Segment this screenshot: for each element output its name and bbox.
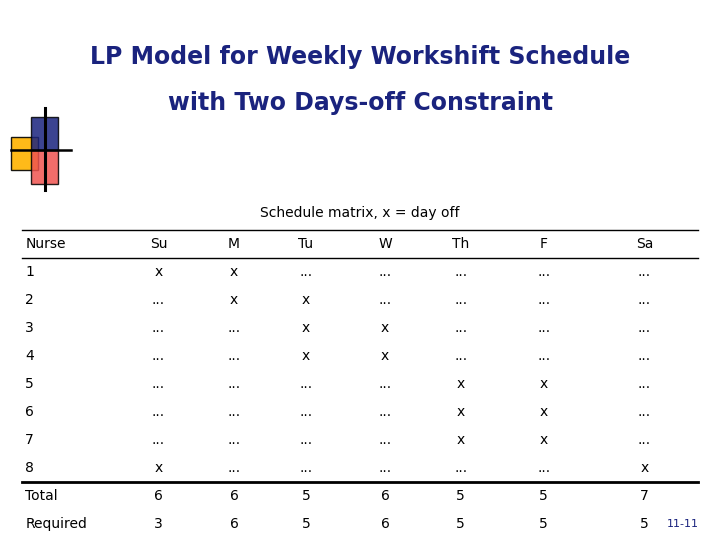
Text: ...: ... bbox=[454, 461, 467, 475]
Text: ...: ... bbox=[152, 293, 165, 307]
Text: ...: ... bbox=[454, 293, 467, 307]
Text: 6: 6 bbox=[25, 405, 34, 419]
Text: ...: ... bbox=[152, 405, 165, 419]
Text: x: x bbox=[456, 433, 465, 447]
Text: ...: ... bbox=[228, 321, 240, 335]
Text: ...: ... bbox=[300, 265, 312, 279]
Text: ...: ... bbox=[228, 433, 240, 447]
Text: ...: ... bbox=[638, 265, 651, 279]
Text: 5: 5 bbox=[302, 489, 310, 503]
Text: 5: 5 bbox=[456, 517, 465, 531]
Text: ...: ... bbox=[454, 349, 467, 363]
Text: ...: ... bbox=[379, 293, 392, 307]
Text: x: x bbox=[539, 377, 548, 391]
Text: ...: ... bbox=[537, 265, 550, 279]
Text: x: x bbox=[539, 433, 548, 447]
Text: ...: ... bbox=[300, 377, 312, 391]
Text: ...: ... bbox=[454, 265, 467, 279]
Text: Schedule matrix, x = day off: Schedule matrix, x = day off bbox=[260, 206, 460, 220]
Text: x: x bbox=[302, 349, 310, 363]
Text: 6: 6 bbox=[230, 489, 238, 503]
Text: 3: 3 bbox=[25, 321, 34, 335]
Text: ...: ... bbox=[454, 321, 467, 335]
Text: ...: ... bbox=[152, 349, 165, 363]
Text: x: x bbox=[154, 461, 163, 475]
Text: ...: ... bbox=[152, 321, 165, 335]
Text: ...: ... bbox=[537, 349, 550, 363]
Text: Tu: Tu bbox=[298, 237, 314, 251]
FancyBboxPatch shape bbox=[31, 117, 58, 150]
Text: ...: ... bbox=[379, 265, 392, 279]
Text: x: x bbox=[640, 461, 649, 475]
Text: M: M bbox=[228, 237, 240, 251]
Text: ...: ... bbox=[379, 433, 392, 447]
Text: 6: 6 bbox=[381, 517, 390, 531]
Text: 7: 7 bbox=[640, 489, 649, 503]
Text: Required: Required bbox=[25, 517, 87, 531]
Text: ...: ... bbox=[300, 405, 312, 419]
Text: 8: 8 bbox=[25, 461, 34, 475]
Text: Sa: Sa bbox=[636, 237, 653, 251]
Text: 3: 3 bbox=[154, 517, 163, 531]
Text: Nurse: Nurse bbox=[25, 237, 66, 251]
Text: ...: ... bbox=[152, 377, 165, 391]
Text: LP Model for Weekly Workshift Schedule: LP Model for Weekly Workshift Schedule bbox=[90, 45, 630, 69]
Text: ...: ... bbox=[638, 349, 651, 363]
Text: ...: ... bbox=[228, 377, 240, 391]
Text: Total: Total bbox=[25, 489, 58, 503]
Text: Su: Su bbox=[150, 237, 167, 251]
Text: ...: ... bbox=[300, 433, 312, 447]
Text: ...: ... bbox=[379, 405, 392, 419]
Text: 2: 2 bbox=[25, 293, 34, 307]
Text: 11-11: 11-11 bbox=[667, 519, 698, 529]
Text: ...: ... bbox=[537, 293, 550, 307]
Text: F: F bbox=[539, 237, 548, 251]
Text: 7: 7 bbox=[25, 433, 34, 447]
Text: ...: ... bbox=[379, 377, 392, 391]
Text: ...: ... bbox=[638, 433, 651, 447]
Text: ...: ... bbox=[537, 321, 550, 335]
Text: x: x bbox=[302, 321, 310, 335]
Text: with Two Days-off Constraint: with Two Days-off Constraint bbox=[168, 91, 552, 114]
Text: ...: ... bbox=[638, 293, 651, 307]
Text: x: x bbox=[302, 293, 310, 307]
Text: ...: ... bbox=[379, 461, 392, 475]
Text: ...: ... bbox=[638, 377, 651, 391]
Text: x: x bbox=[381, 349, 390, 363]
Text: ...: ... bbox=[152, 433, 165, 447]
Text: 6: 6 bbox=[381, 489, 390, 503]
Text: x: x bbox=[154, 265, 163, 279]
Text: ...: ... bbox=[638, 321, 651, 335]
Text: x: x bbox=[230, 293, 238, 307]
Text: x: x bbox=[381, 321, 390, 335]
Text: x: x bbox=[230, 265, 238, 279]
Text: W: W bbox=[378, 237, 392, 251]
Text: x: x bbox=[539, 405, 548, 419]
Text: ...: ... bbox=[638, 405, 651, 419]
Text: x: x bbox=[456, 405, 465, 419]
Text: x: x bbox=[456, 377, 465, 391]
Text: ...: ... bbox=[228, 349, 240, 363]
Text: 5: 5 bbox=[302, 517, 310, 531]
Text: 6: 6 bbox=[154, 489, 163, 503]
Text: 5: 5 bbox=[640, 517, 649, 531]
Text: Th: Th bbox=[452, 237, 469, 251]
Text: ...: ... bbox=[228, 461, 240, 475]
Text: 5: 5 bbox=[539, 489, 548, 503]
Text: 1: 1 bbox=[25, 265, 34, 279]
Text: 5: 5 bbox=[539, 517, 548, 531]
Text: 5: 5 bbox=[25, 377, 34, 391]
Text: 4: 4 bbox=[25, 349, 34, 363]
Text: 6: 6 bbox=[230, 517, 238, 531]
Text: ...: ... bbox=[300, 461, 312, 475]
Text: 5: 5 bbox=[456, 489, 465, 503]
FancyBboxPatch shape bbox=[31, 150, 58, 184]
Text: ...: ... bbox=[537, 461, 550, 475]
Text: ...: ... bbox=[228, 405, 240, 419]
FancyBboxPatch shape bbox=[11, 137, 38, 170]
